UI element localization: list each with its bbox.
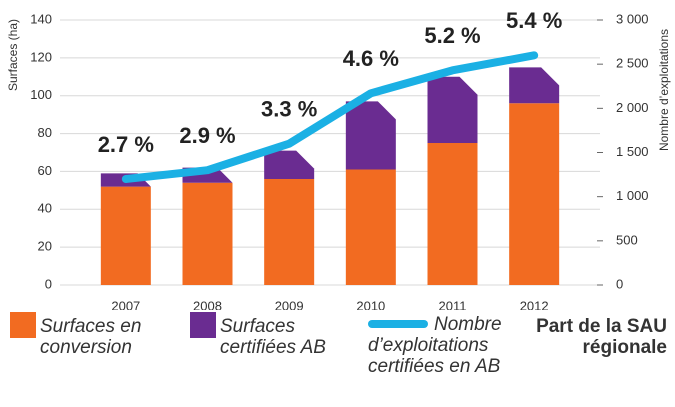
y-axis-label: Surfaces (ha) [6, 19, 20, 91]
legend-swatch [190, 312, 216, 338]
legend-line [368, 320, 428, 328]
share-label: 5.2 % [424, 23, 480, 48]
chart: Surfaces (ha) Nombre d’exploitations 0 20… [6, 8, 671, 310]
bar [427, 143, 478, 285]
bar [427, 76, 478, 144]
bar [345, 169, 396, 285]
share-label: 3.3 % [261, 96, 317, 121]
share-label: 2.9 % [179, 123, 235, 148]
x-tick-label: 2010 [356, 298, 385, 310]
bar [264, 150, 315, 179]
x-tick-label: 2007 [111, 298, 140, 310]
y-tick-label: 100 [30, 87, 52, 102]
y2-tick-label: 0 [616, 276, 623, 291]
bar [509, 67, 560, 104]
y-tick-label: 20 [38, 239, 52, 254]
y2-tick-label: 3 000 [616, 11, 649, 26]
y-tick-label: 60 [38, 163, 52, 178]
x-tick-label: 2012 [520, 298, 549, 310]
y-tick-label: 80 [38, 125, 52, 140]
legend-label: Surfaces en conversion [40, 316, 142, 358]
share-label: 2.7 % [98, 132, 154, 157]
y2-tick-label: 1 000 [616, 188, 649, 203]
bar [264, 179, 315, 285]
y-tick-label: 40 [38, 201, 52, 216]
share-label: 4.6 % [343, 46, 399, 71]
y2-axis-label: Nombre d’exploitations [657, 29, 671, 151]
y2-tick-label: 2 500 [616, 56, 649, 71]
legend-swatch [10, 312, 36, 338]
y-tick-label: 140 [30, 11, 52, 26]
bar [509, 103, 560, 286]
share-legend: Part de la SAU régionale [536, 316, 667, 358]
x-tick-label: 2009 [275, 298, 304, 310]
y2-tick-label: 2 000 [616, 100, 649, 115]
y-tick-label: 120 [30, 49, 52, 64]
bar [345, 101, 396, 170]
share-label: 5.4 % [506, 8, 562, 33]
y2-tick-label: 500 [616, 232, 638, 247]
bar [182, 182, 233, 285]
bar [100, 186, 151, 285]
legend-label: Nombre d’exploitations certifiées en AB [368, 314, 502, 377]
x-tick-label: 2008 [193, 298, 222, 310]
y2-tick-label: 1 500 [616, 144, 649, 159]
y-tick-label: 0 [45, 276, 52, 291]
line [121, 51, 539, 183]
x-tick-label: 2011 [439, 298, 467, 310]
legend-label: Surfaces certifiées AB [220, 316, 326, 358]
